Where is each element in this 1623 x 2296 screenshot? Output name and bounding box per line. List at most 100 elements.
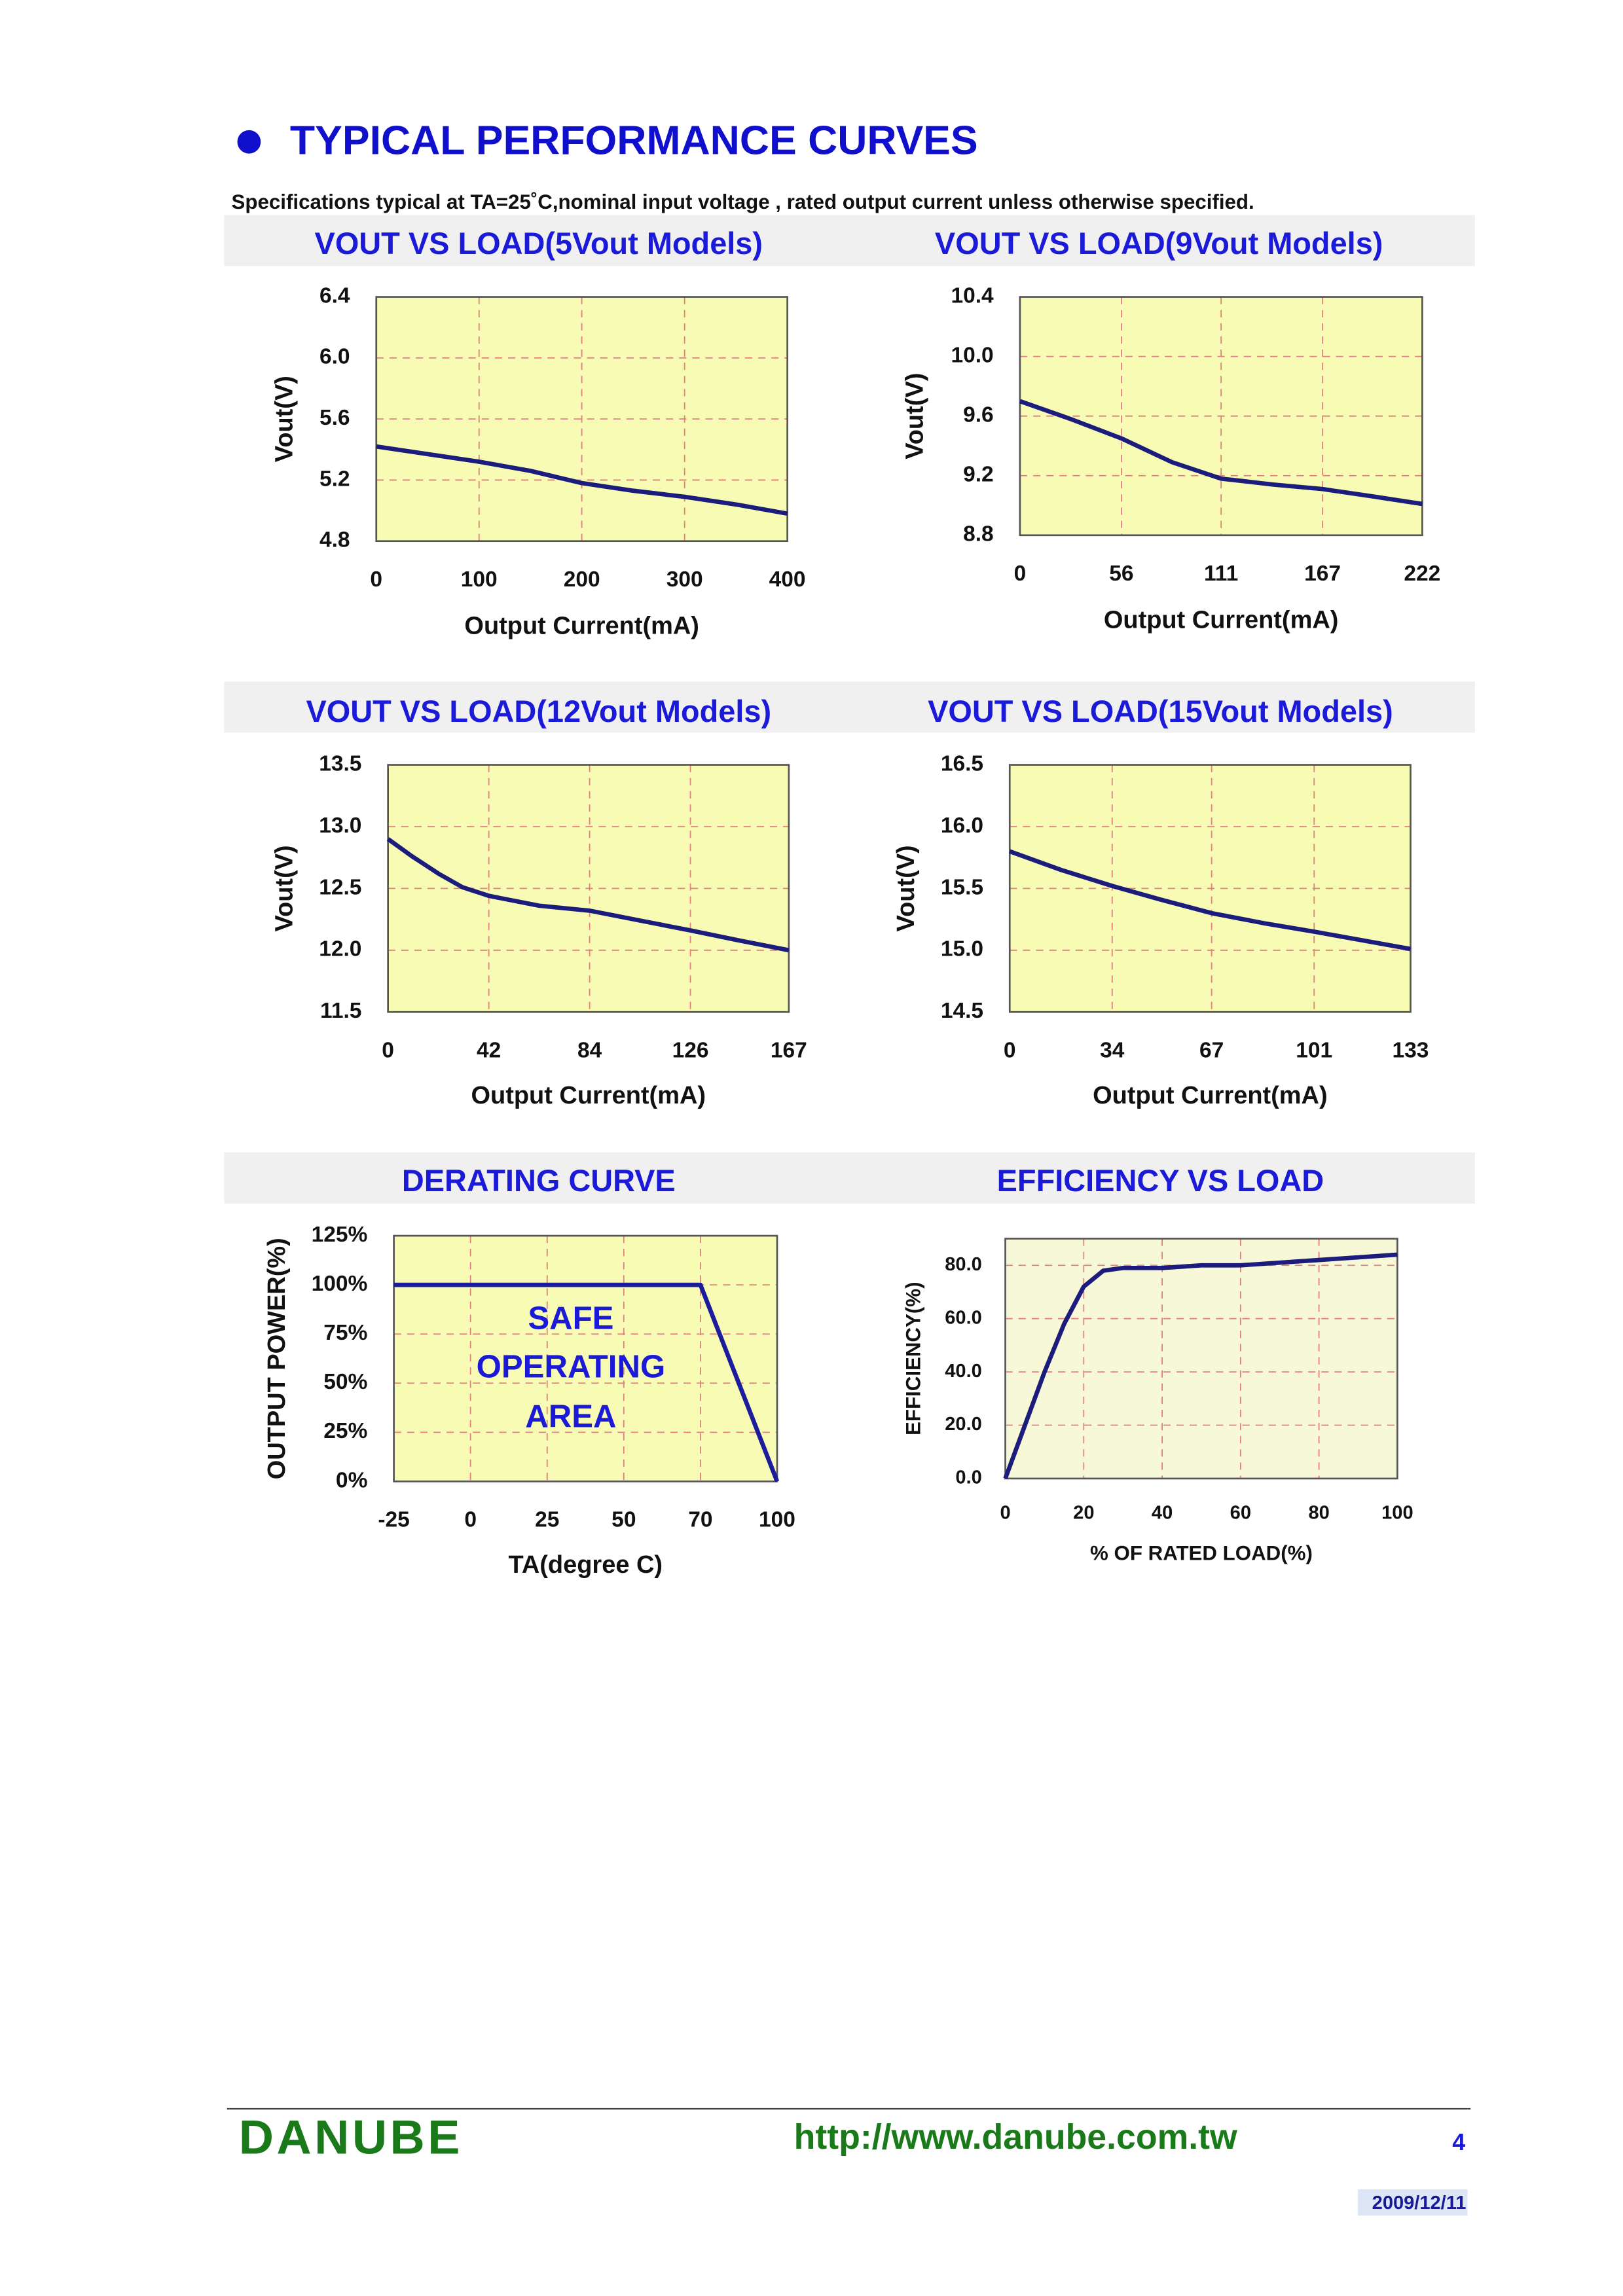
date: 2009/12/11 [1372, 2193, 1467, 2214]
y-tick-label: 6.0 [319, 345, 350, 369]
y-tick-label: 16.0 [941, 814, 983, 838]
y-tick-label: 75% [323, 1321, 367, 1345]
title-band [224, 681, 1475, 733]
x-tick-label: 167 [771, 1038, 807, 1062]
x-tick-label: 0 [1000, 1502, 1010, 1523]
x-tick-label: 200 [564, 567, 600, 592]
y-axis-label: Vout(V) [901, 373, 928, 459]
data-line [1019, 399, 1423, 507]
y-tick-label: 125% [312, 1223, 368, 1247]
data-line [1003, 1252, 1398, 1480]
x-tick-label: 167 [1304, 562, 1341, 586]
page-title: TYPICAL PERFORMANCE CURVES [290, 118, 978, 164]
plot-area [393, 1236, 777, 1482]
x-tick-label: 80 [1308, 1502, 1329, 1523]
annotation: SAFE [528, 1301, 613, 1336]
url: http://www.danube.com.tw [794, 2117, 1237, 2157]
y-tick-label: 50% [323, 1370, 367, 1394]
x-axis-label: Output Current(mA) [1093, 1082, 1328, 1109]
data-line [393, 1282, 780, 1482]
y-axis-label: EFFICIENCY(%) [902, 1282, 924, 1436]
y-axis-label: Vout(V) [270, 376, 298, 462]
y-axis-label: Vout(V) [270, 845, 298, 931]
plot-frame [393, 1234, 778, 1482]
chart-title: DERATING CURVE [402, 1164, 676, 1198]
y-tick-label: 0.0 [955, 1467, 981, 1488]
x-axis-label: Output Current(mA) [1104, 607, 1339, 634]
plot-frame [1004, 1238, 1398, 1480]
x-tick-label: 133 [1393, 1038, 1429, 1062]
plot-frame [375, 296, 788, 543]
chart-title: VOUT VS LOAD(9Vout Models) [935, 226, 1383, 260]
x-tick-label: 100 [759, 1508, 795, 1532]
y-tick-label: 13.5 [319, 751, 361, 776]
data-line [1009, 849, 1412, 952]
x-tick-label: 34 [1100, 1038, 1125, 1062]
y-tick-label: 10.0 [951, 343, 993, 367]
data-line [386, 837, 790, 953]
brand: DANUBE [239, 2110, 463, 2164]
data-line [376, 444, 788, 516]
y-tick-label: 15.5 [941, 875, 983, 899]
chart-title: VOUT VS LOAD(15Vout Models) [928, 694, 1393, 728]
x-tick-label: 400 [769, 567, 806, 592]
y-axis-label: OUTPUT POWER(%) [263, 1238, 291, 1479]
y-tick-label: 80.0 [945, 1254, 982, 1275]
charts: VOUT VS LOAD(5Vout Models)0 100 200 300 4004… [263, 226, 1440, 1579]
title-band [224, 215, 1475, 266]
y-tick-label: 16.5 [941, 751, 983, 776]
y-tick-label: 15.0 [941, 937, 983, 961]
x-tick-label: 0 [464, 1508, 477, 1532]
chart-title: VOUT VS LOAD(12Vout Models) [306, 694, 771, 728]
x-tick-label: 0 [382, 1038, 394, 1062]
y-tick-label: 5.2 [319, 467, 350, 491]
chart-title: VOUT VS LOAD(5Vout Models) [315, 226, 763, 260]
x-tick-label: 40 [1152, 1502, 1173, 1523]
x-axis-label: Output Current(mA) [464, 613, 699, 640]
x-tick-label: 0 [370, 567, 382, 592]
y-tick-label: 4.8 [319, 528, 350, 552]
x-tick-label: 84 [577, 1038, 602, 1062]
page-number: 4 [1452, 2129, 1465, 2155]
y-tick-label: 40.0 [945, 1361, 982, 1382]
x-tick-label: 67 [1199, 1038, 1224, 1062]
y-tick-label: 100% [312, 1272, 368, 1296]
title-band [224, 1152, 1475, 1204]
x-tick-label: 25 [535, 1508, 559, 1532]
y-tick-label: 5.6 [319, 406, 350, 430]
x-tick-label: 100 [461, 567, 498, 592]
x-tick-label: -25 [378, 1508, 409, 1532]
x-tick-label: 0 [1014, 562, 1027, 586]
plot-frame [387, 764, 790, 1013]
x-axis-label: Output Current(mA) [471, 1082, 706, 1109]
y-axis-label: Vout(V) [892, 845, 920, 931]
y-tick-label: 60.0 [945, 1307, 982, 1328]
y-tick-label: 9.6 [963, 403, 994, 427]
x-tick-label: 50 [611, 1508, 636, 1532]
y-tick-label: 0% [336, 1468, 367, 1492]
x-tick-label: 300 [666, 567, 703, 592]
plot-frame [1008, 764, 1412, 1013]
x-axis-label: % OF RATED LOAD(%) [1090, 1541, 1313, 1564]
x-tick-label: 111 [1204, 562, 1238, 586]
x-tick-label: 56 [1109, 562, 1133, 586]
x-tick-label: 100 [1381, 1502, 1413, 1523]
y-tick-label: 13.0 [319, 814, 361, 838]
annotation: OPERATING [477, 1349, 666, 1384]
y-tick-label: 12.5 [319, 875, 361, 899]
x-tick-label: 0 [1004, 1038, 1016, 1062]
y-tick-label: 20.0 [945, 1414, 982, 1435]
subtitle: Specifications typical at TA=25˚C,nomina… [232, 190, 1254, 213]
bullet [237, 130, 261, 154]
plot-area [1005, 1238, 1398, 1479]
chart-title: EFFICIENCY VS LOAD [997, 1164, 1324, 1198]
date-bg [1358, 2189, 1468, 2216]
annotation: AREA [525, 1399, 616, 1434]
y-tick-label: 12.0 [319, 937, 361, 961]
x-tick-label: 60 [1230, 1502, 1251, 1523]
y-tick-label: 25% [323, 1419, 367, 1443]
y-tick-label: 10.4 [951, 283, 994, 308]
x-tick-label: 20 [1073, 1502, 1094, 1523]
